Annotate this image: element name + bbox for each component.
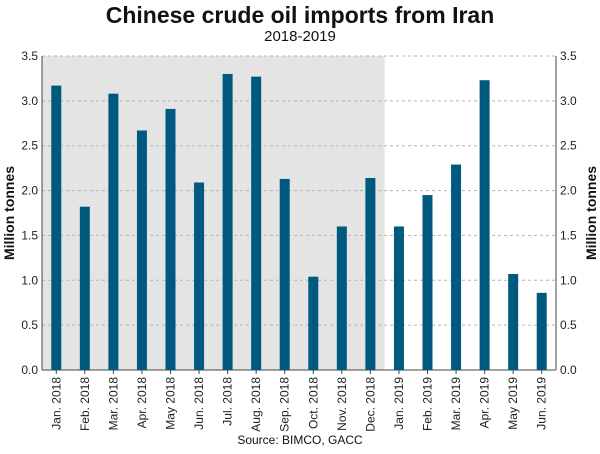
x-tick-label: Feb. 2019 — [421, 377, 435, 431]
x-tick-label: Oct. 2018 — [306, 377, 320, 429]
y-tick-label-left: 1.0 — [21, 273, 38, 287]
y-tick-label-right: 0.0 — [560, 363, 577, 377]
chart-title: Chinese crude oil imports from Iran — [105, 2, 495, 28]
bar — [508, 274, 519, 370]
y-tick-label-left: 0.0 — [21, 363, 38, 377]
x-tick-label: Apr. 2018 — [135, 377, 149, 429]
bar — [194, 182, 205, 370]
y-tick-label-right: 2.5 — [560, 139, 577, 153]
bar — [365, 178, 376, 370]
x-tick-label: Apr. 2019 — [478, 377, 492, 429]
bar — [279, 178, 290, 370]
x-tick-label: May 2018 — [164, 377, 178, 430]
x-tick-label: Jan. 2019 — [392, 377, 406, 430]
y-tick-label-left: 0.5 — [21, 318, 38, 332]
x-tick-label: Jun. 2018 — [192, 377, 206, 430]
bar — [108, 93, 119, 371]
x-tick-label: Mar. 2018 — [106, 377, 120, 431]
y-tick-label-left: 2.5 — [21, 139, 38, 153]
bar — [79, 206, 90, 370]
bar — [136, 130, 147, 370]
y-axis-title-right: Million tonnes — [583, 166, 599, 260]
bar — [451, 164, 462, 370]
bar — [165, 108, 176, 370]
y-tick-label-right: 1.5 — [560, 228, 577, 242]
y-tick-label-left: 3.5 — [21, 49, 38, 63]
x-tick-label: Feb. 2018 — [78, 377, 92, 431]
bar — [308, 276, 319, 370]
x-tick-label: Jun. 2019 — [535, 377, 549, 430]
bar — [51, 85, 62, 370]
bar — [393, 226, 404, 370]
y-tick-label-left: 1.5 — [21, 228, 38, 242]
y-tick-label-right: 3.5 — [560, 49, 577, 63]
x-tick-label: May 2019 — [506, 377, 520, 430]
x-tick-label: Sep. 2018 — [278, 377, 292, 432]
chart-source: Source: BIMCO, GACC — [237, 433, 363, 447]
y-tick-label-right: 0.5 — [560, 318, 577, 332]
y-axis-title-left: Million tonnes — [1, 166, 17, 260]
bar — [479, 80, 490, 371]
x-tick-label: Jan. 2018 — [49, 377, 63, 430]
x-tick-label: Mar. 2019 — [449, 377, 463, 431]
bar — [536, 292, 547, 370]
y-tick-label-left: 3.0 — [21, 94, 38, 108]
bar — [222, 73, 233, 370]
bar — [422, 195, 433, 370]
bar — [336, 226, 347, 370]
x-tick-label: Nov. 2018 — [335, 377, 349, 431]
y-tick-label-left: 2.0 — [21, 184, 38, 198]
x-tick-label: Jul. 2018 — [221, 377, 235, 426]
shaded-region-2018 — [42, 56, 385, 370]
chart-subtitle: 2018-2019 — [264, 28, 336, 45]
y-tick-label-right: 2.0 — [560, 184, 577, 198]
bar — [251, 76, 262, 371]
x-tick-label: Aug. 2018 — [249, 377, 263, 432]
y-tick-label-right: 3.0 — [560, 94, 577, 108]
y-tick-label-right: 1.0 — [560, 273, 577, 287]
x-tick-label: Dec. 2018 — [363, 377, 377, 432]
